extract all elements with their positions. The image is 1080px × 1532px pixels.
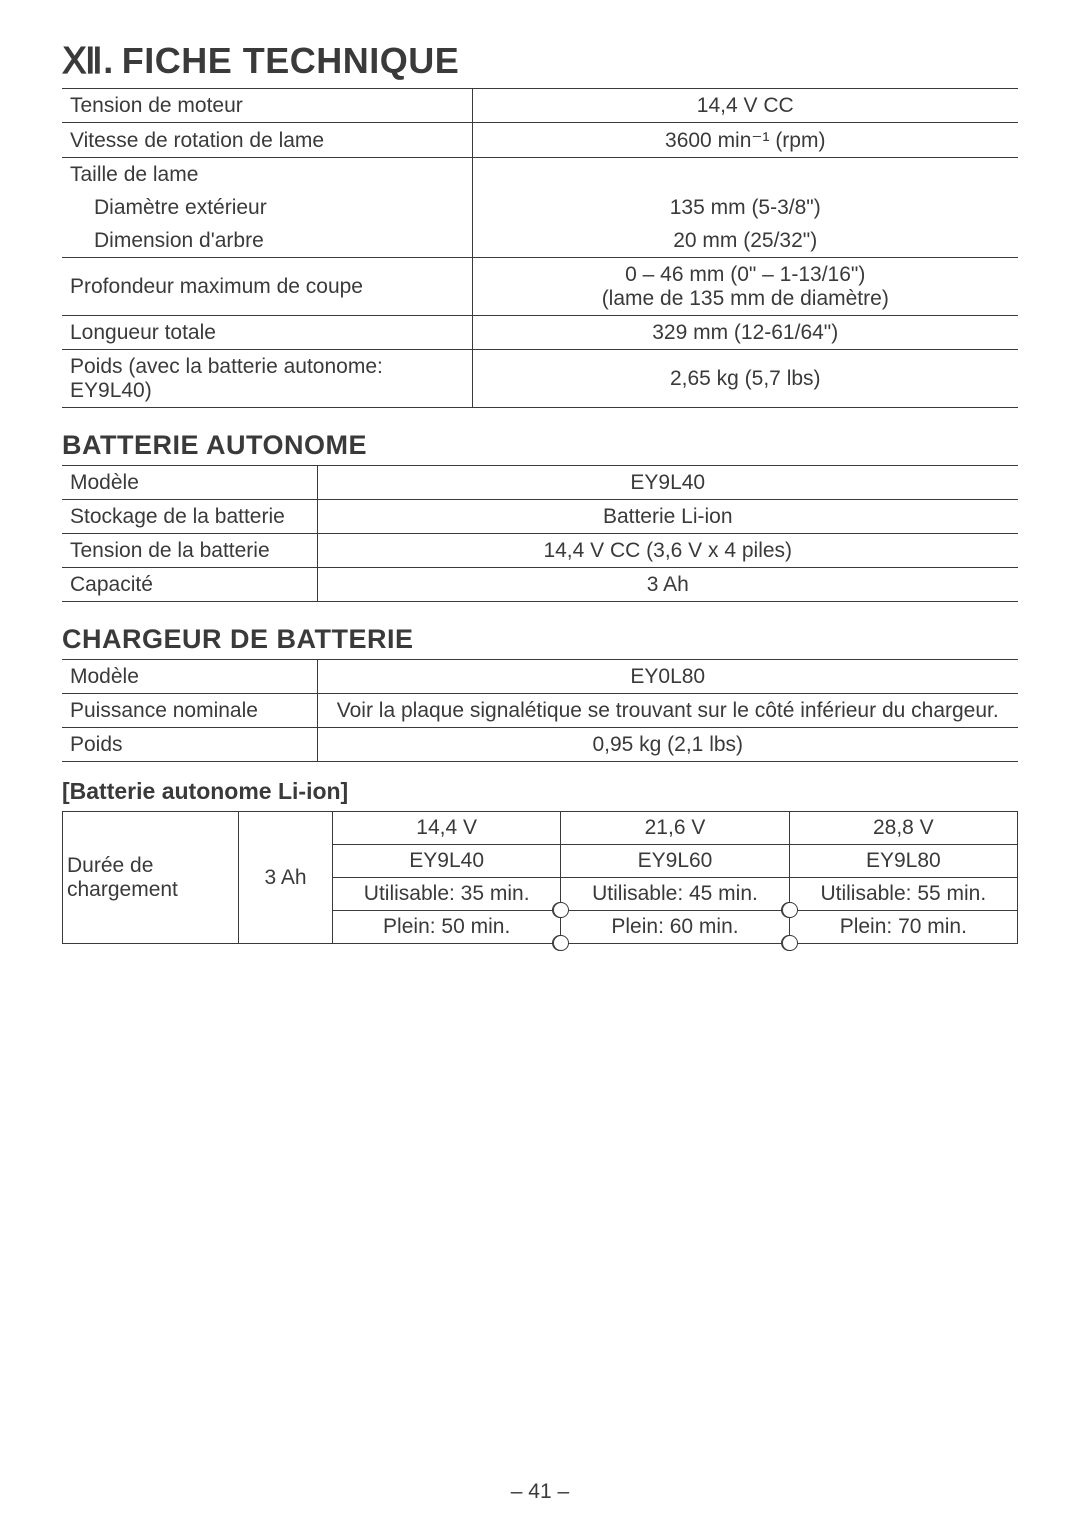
battery-value: 3 Ah	[317, 568, 1018, 602]
charge-row-label: Durée de chargement	[63, 812, 239, 944]
charge-voltage: 14,4 V	[333, 812, 561, 845]
charger-label: Poids	[62, 728, 317, 762]
charger-value: 0,95 kg (2,1 lbs)	[317, 728, 1018, 762]
specs-table: Tension de moteur 14,4 V CC Vitesse de r…	[62, 88, 1018, 408]
battery-label: Capacité	[62, 568, 317, 602]
spec-label: Diamètre extérieur	[62, 191, 472, 224]
page-title: Ⅻ.FICHE TECHNIQUE	[62, 40, 1018, 82]
spec-value: 0 – 46 mm (0" – 1-13/16") (lame de 135 m…	[472, 258, 1018, 316]
section-number: Ⅻ.	[62, 40, 122, 81]
charger-heading: CHARGEUR DE BATTERIE	[62, 624, 1018, 655]
spec-value: 2,65 kg (5,7 lbs)	[472, 350, 1018, 408]
charge-model: EY9L40	[333, 845, 561, 878]
charge-usable: Utilisable: 45 min.	[561, 878, 789, 911]
battery-label: Tension de la batterie	[62, 534, 317, 568]
spec-label: Longueur totale	[62, 316, 472, 350]
section-title: FICHE TECHNIQUE	[122, 40, 460, 81]
charge-full: Plein: 50 min.	[333, 911, 561, 944]
spec-label: Tension de moteur	[62, 89, 472, 123]
charge-voltage: 21,6 V	[561, 812, 789, 845]
spec-value: 135 mm (5-3/8")	[472, 191, 1018, 224]
charge-model: EY9L80	[789, 845, 1017, 878]
page-number: – 41 –	[0, 1480, 1080, 1504]
page: Ⅻ.FICHE TECHNIQUE Tension de moteur 14,4…	[0, 0, 1080, 1532]
charge-full: Plein: 70 min.	[789, 911, 1017, 944]
charge-usable: Utilisable: 55 min.	[789, 878, 1017, 911]
spec-label: Taille de lame	[62, 158, 472, 192]
battery-value: Batterie Li-ion	[317, 500, 1018, 534]
spec-label: Dimension d'arbre	[62, 224, 472, 258]
charger-table: Modèle EY0L80 Puissance nominale Voir la…	[62, 659, 1018, 762]
spec-value: 329 mm (12-61/64")	[472, 316, 1018, 350]
spec-value	[472, 158, 1018, 192]
charger-label: Modèle	[62, 660, 317, 694]
charge-voltage: 28,8 V	[789, 812, 1017, 845]
spec-label: Vitesse de rotation de lame	[62, 123, 472, 158]
charger-value: Voir la plaque signalétique se trouvant …	[317, 694, 1018, 728]
charger-value: EY0L80	[317, 660, 1018, 694]
charge-model: EY9L60	[561, 845, 789, 878]
spec-value: 20 mm (25/32")	[472, 224, 1018, 258]
spec-value: 3600 min⁻¹ (rpm)	[472, 123, 1018, 158]
battery-label: Modèle	[62, 466, 317, 500]
battery-value: EY9L40	[317, 466, 1018, 500]
charge-full: Plein: 60 min.	[561, 911, 789, 944]
li-ion-heading: [Batterie autonome Li-ion]	[62, 778, 1018, 805]
spec-label: Profondeur maximum de coupe	[62, 258, 472, 316]
spec-label: Poids (avec la batterie autonome: EY9L40…	[62, 350, 472, 408]
battery-table: Modèle EY9L40 Stockage de la batterie Ba…	[62, 465, 1018, 602]
charge-capacity: 3 Ah	[239, 812, 333, 944]
charging-table: Durée de chargement 3 Ah 14,4 V 21,6 V 2…	[62, 811, 1018, 944]
spec-value: 14,4 V CC	[472, 89, 1018, 123]
charge-usable: Utilisable: 35 min.	[333, 878, 561, 911]
battery-label: Stockage de la batterie	[62, 500, 317, 534]
battery-heading: BATTERIE AUTONOME	[62, 430, 1018, 461]
battery-value: 14,4 V CC (3,6 V x 4 piles)	[317, 534, 1018, 568]
charger-label: Puissance nominale	[62, 694, 317, 728]
